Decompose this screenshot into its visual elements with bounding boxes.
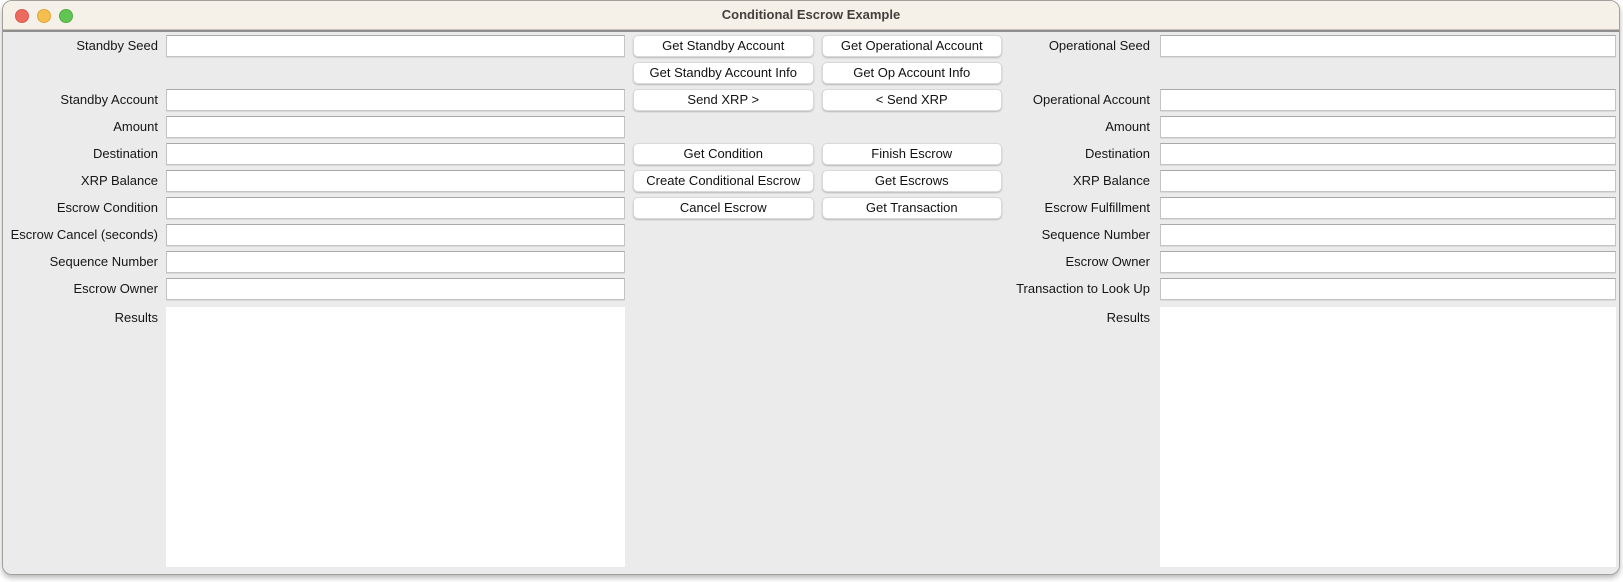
standby-escrow-owner-field[interactable]	[166, 278, 625, 300]
escrow-cancel-seconds-field[interactable]	[166, 224, 625, 246]
form-row: Sequence Number	[3, 251, 625, 273]
send-xrp-to-standby-button[interactable]: < Send XRP	[821, 89, 1002, 111]
form-row: Results	[978, 307, 1616, 569]
form-content: Standby Seed Standby Account Amount Dest…	[3, 30, 1619, 574]
form-row: Standby Seed	[3, 35, 625, 57]
form-row: Escrow Owner	[3, 278, 625, 300]
form-row: Escrow Owner	[978, 251, 1616, 273]
operational-seed-field[interactable]	[1160, 35, 1616, 57]
standby-seed-field[interactable]	[166, 35, 625, 57]
operational-sequence-number-label: Sequence Number	[1041, 227, 1150, 242]
cancel-escrow-button[interactable]: Cancel Escrow	[633, 197, 814, 219]
form-row: Escrow Condition	[3, 197, 625, 219]
button-row: Create Conditional Escrow Get Escrows	[633, 170, 1002, 192]
transaction-to-look-up-label: Transaction to Look Up	[1016, 281, 1150, 296]
escrow-cancel-seconds-label: Escrow Cancel (seconds)	[10, 227, 158, 242]
close-button[interactable]	[15, 9, 29, 23]
get-escrows-button[interactable]: Get Escrows	[821, 170, 1002, 192]
get-condition-button[interactable]: Get Condition	[633, 143, 814, 165]
form-row: Transaction to Look Up	[978, 278, 1616, 300]
window-title: Conditional Escrow Example	[721, 7, 901, 22]
operational-amount-field[interactable]	[1160, 116, 1616, 138]
form-row: Destination	[3, 143, 625, 165]
standby-escrow-owner-label: Escrow Owner	[73, 281, 158, 296]
form-row: Operational Account	[978, 89, 1616, 111]
operational-sequence-number-field[interactable]	[1160, 224, 1616, 246]
get-operational-account-button[interactable]: Get Operational Account	[821, 35, 1002, 57]
form-row: Amount	[3, 116, 625, 138]
minimize-button[interactable]	[37, 9, 51, 23]
operational-panel: Operational Seed Operational Account Amo…	[978, 32, 1616, 574]
standby-sequence-number-label: Sequence Number	[49, 254, 158, 269]
operational-destination-field[interactable]	[1160, 143, 1616, 165]
standby-seed-label: Standby Seed	[76, 38, 158, 53]
operational-results-textarea[interactable]	[1160, 307, 1616, 567]
form-row: XRP Balance	[978, 170, 1616, 192]
form-row: Results	[3, 307, 625, 569]
form-row: Escrow Cancel (seconds)	[3, 224, 625, 246]
form-row: Destination	[978, 143, 1616, 165]
button-row: Cancel Escrow Get Transaction	[633, 197, 1002, 219]
escrow-condition-label: Escrow Condition	[56, 200, 158, 215]
standby-panel: Standby Seed Standby Account Amount Dest…	[3, 32, 625, 574]
operational-results-label: Results	[1106, 310, 1150, 325]
form-row: Standby Account	[3, 89, 625, 111]
operational-destination-label: Destination	[1084, 146, 1150, 161]
standby-amount-label: Amount	[113, 119, 158, 134]
create-conditional-escrow-button[interactable]: Create Conditional Escrow	[633, 170, 814, 192]
standby-account-label: Standby Account	[60, 92, 158, 107]
operational-xrp-balance-label: XRP Balance	[1072, 173, 1150, 188]
get-standby-account-button[interactable]: Get Standby Account	[633, 35, 814, 57]
button-row: Get Standby Account Info Get Op Account …	[633, 62, 1002, 84]
standby-results-textarea[interactable]	[166, 307, 625, 567]
form-row: XRP Balance	[3, 170, 625, 192]
form-row: Escrow Fulfillment	[978, 197, 1616, 219]
get-standby-account-info-button[interactable]: Get Standby Account Info	[633, 62, 814, 84]
transaction-to-look-up-field[interactable]	[1160, 278, 1616, 300]
operational-seed-label: Operational Seed	[1048, 38, 1150, 53]
get-transaction-button[interactable]: Get Transaction	[821, 197, 1002, 219]
standby-destination-label: Destination	[92, 146, 158, 161]
actions-panel: Get Standby Account Get Operational Acco…	[633, 32, 1002, 574]
escrow-condition-field[interactable]	[166, 197, 625, 219]
button-row: Get Condition Finish Escrow	[633, 143, 1002, 165]
standby-xrp-balance-field[interactable]	[166, 170, 625, 192]
standby-amount-field[interactable]	[166, 116, 625, 138]
operational-account-field[interactable]	[1160, 89, 1616, 111]
traffic-lights	[15, 9, 73, 23]
standby-sequence-number-field[interactable]	[166, 251, 625, 273]
get-op-account-info-button[interactable]: Get Op Account Info	[821, 62, 1002, 84]
operational-escrow-owner-label: Escrow Owner	[1065, 254, 1150, 269]
send-xrp-to-operational-button[interactable]: Send XRP >	[633, 89, 814, 111]
escrow-fulfillment-label: Escrow Fulfillment	[1044, 200, 1150, 215]
standby-results-label: Results	[114, 310, 158, 325]
button-row: Get Standby Account Get Operational Acco…	[633, 35, 1002, 57]
operational-escrow-owner-field[interactable]	[1160, 251, 1616, 273]
standby-account-field[interactable]	[166, 89, 625, 111]
operational-amount-label: Amount	[1105, 119, 1150, 134]
button-row: Send XRP > < Send XRP	[633, 89, 1002, 111]
zoom-button[interactable]	[59, 9, 73, 23]
form-row: Operational Seed	[978, 35, 1616, 57]
operational-account-label: Operational Account	[1032, 92, 1150, 107]
operational-xrp-balance-field[interactable]	[1160, 170, 1616, 192]
standby-xrp-balance-label: XRP Balance	[80, 173, 158, 188]
standby-destination-field[interactable]	[166, 143, 625, 165]
form-row: Amount	[978, 116, 1616, 138]
form-row: Sequence Number	[978, 224, 1616, 246]
title-bar[interactable]: Conditional Escrow Example	[3, 1, 1619, 30]
finish-escrow-button[interactable]: Finish Escrow	[821, 143, 1002, 165]
escrow-fulfillment-field[interactable]	[1160, 197, 1616, 219]
